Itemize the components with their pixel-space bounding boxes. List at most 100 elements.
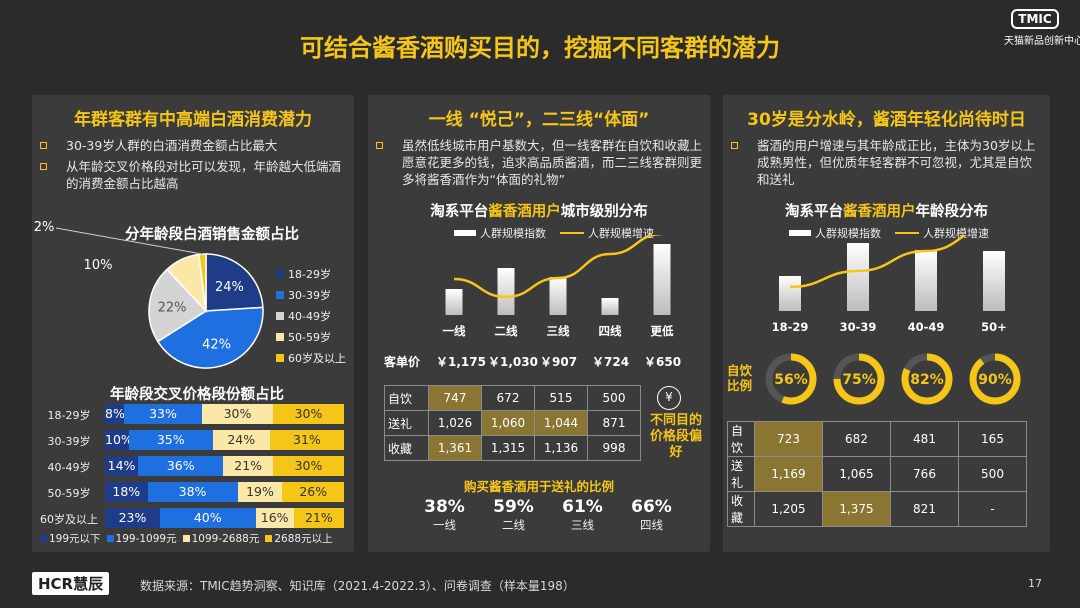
stacked-bar-segment: 16% (255, 508, 294, 528)
x-tick-label: 18-29 (772, 320, 809, 334)
gift-ratio-item: 61% 三线 (548, 497, 617, 533)
unit-price-value: ￥907 (540, 355, 578, 369)
table-row-header: 收藏 (727, 491, 755, 527)
stacked-bar-row: 30-39岁 10% 35% 24% 31% (32, 430, 354, 450)
ring-value-label: 56% (774, 372, 808, 388)
legend-swatch-icon (276, 311, 284, 320)
stacked-bar-segment: 36% (138, 456, 224, 476)
table-cell: 165 (958, 421, 1027, 457)
bar-mark (445, 289, 463, 315)
legend-swatch-icon (106, 535, 114, 542)
stacked-bar-segment: 26% (282, 482, 344, 502)
stacked-bar-category-label: 40-49岁 (47, 461, 91, 474)
square-bullet-icon (731, 142, 738, 149)
bullet-item: 从年龄交叉价格段对比可以发现，年龄越大低端酒的消费金额占比越高 (38, 158, 348, 192)
panel-age-distribution: 30岁是分水岭，酱酒年轻化尚待时日 酱酒的用户增速与其年龄成正比，主体为30岁以… (723, 95, 1050, 552)
city-price-table: 自饮 747 672 515 500 送礼 1,026 1,060 1,044 871 收藏 1,36… (384, 385, 641, 461)
self-drink-ring-charts: 56% 75% 82% 90% (765, 353, 1021, 405)
panel-city-tier: 一线 “悦己”，二三线“体面” 虽然低线城市用户基数大，但一线客群在自饮和收藏上… (368, 95, 710, 552)
table-row: 送礼 1,026 1,060 1,044 871 (384, 410, 641, 436)
pie-slice-18-29岁 (205, 253, 264, 312)
line-swatch-icon (560, 232, 584, 234)
table-row: 收藏 1,205 1,375 821- (727, 491, 1027, 527)
stacked-bar-segment: 19% (237, 482, 283, 502)
bar-mark (601, 298, 619, 315)
stacked-bar-category-label: 30-39岁 (47, 435, 91, 448)
stacked-bar-segment: 40% (159, 508, 256, 528)
stacked-bar-segment: 23% (105, 508, 160, 528)
tmic-logo-icon: TMIC (1011, 9, 1059, 29)
table-cell: 1,375 (822, 491, 891, 527)
bar-mark (549, 277, 567, 315)
stacked-legend-item: 2688元以上 (265, 531, 333, 546)
panel-title: 一线 “悦己”，二三线“体面” (428, 110, 650, 130)
stacked-bar-segment: 35% (128, 430, 213, 450)
stacked-bar-row: 40-49岁 14% 36% 21% 30% (32, 456, 354, 476)
gift-ratio-value: 59% (493, 497, 534, 517)
gift-ratio-value: 38% (424, 497, 465, 517)
bullet-item: 酱酒的用户增速与其年龄成正比，主体为30岁以上成熟男性，但优质年轻客群不可忽视，… (729, 137, 1044, 188)
legend-swatch-icon (276, 269, 284, 278)
stacked-bar-category-label: 18-29岁 (47, 409, 91, 422)
table-cell: 747 (428, 385, 482, 411)
growth-line (453, 235, 663, 299)
table-cell: 1,060 (481, 410, 535, 436)
city-chart-legend: 人群规模指数 人群规模增速 (454, 225, 654, 241)
table-cell: 998 (587, 435, 641, 461)
age-pie-chart: 24% 42% 22% 10% 2% (34, 220, 264, 369)
table-cell: 1,136 (534, 435, 588, 461)
gift-ratio-stats: 38% 一线 59% 二线 61% 三线 66% 四线 (410, 497, 686, 533)
table-cell: 871 (587, 410, 641, 436)
pie-legend-item: 30-39岁 (276, 284, 346, 305)
pie-label: 42% (202, 338, 231, 353)
table-row-header: 自饮 (727, 421, 755, 457)
stacked-bar-row: 50-59岁 18% 38% 19% 26% (32, 482, 354, 502)
stacked-bar-segment: 10% (105, 430, 133, 450)
bar-mark (653, 244, 671, 315)
legend-swatch-icon (276, 353, 284, 362)
unit-price-value: ￥650 (644, 355, 682, 369)
gift-ratio-value: 66% (631, 497, 672, 517)
table-cell: 1,065 (822, 456, 891, 492)
stacked-bar-segment: 8% (105, 404, 125, 424)
bar-mark (779, 276, 801, 311)
bar-swatch-icon (789, 230, 811, 236)
legend-swatch-icon (276, 290, 284, 299)
ring-value-label: 90% (978, 372, 1012, 388)
stacked-bar-legend: 199元以下 199-1099元 1099-2688元 2688元以上 (40, 531, 339, 546)
bullet-list: 虽然低线城市用户基数大，但一线客群在自饮和收藏上愿意花更多的钱，追求高品质酱酒，… (374, 137, 704, 192)
pie-legend-item: 40-49岁 (276, 305, 346, 326)
ring-value-label: 75% (842, 372, 876, 388)
price-label: 客单价 (384, 355, 421, 369)
bar-swatch-icon (454, 230, 476, 236)
table-cell: 1,169 (754, 456, 823, 492)
ring-progress (833, 353, 885, 405)
gift-ratio-tier: 一线 (433, 518, 456, 532)
price-preference-note: 不同目的价格段偏好 (650, 413, 703, 460)
stacked-bar-segment: 24% (212, 430, 270, 450)
ring-progress (901, 353, 953, 405)
table-cell: - (958, 491, 1027, 527)
stacked-legend-item: 199-1099元 (106, 531, 177, 546)
table-cell: 821 (890, 491, 959, 527)
stacked-bar-category-label: 50-59岁 (47, 487, 91, 500)
hcr-logo: HCR慧辰 (32, 572, 110, 595)
table-cell: 682 (822, 421, 891, 457)
brand-logo: TMIC 天猫新品创新中心 (1004, 8, 1080, 47)
x-tick-label: 40-49 (908, 320, 945, 334)
bullet-list: 酱酒的用户增速与其年龄成正比，主体为30岁以上成熟男性，但优质年轻客群不可忽视，… (729, 137, 1044, 192)
stacked-bar-segment: 38% (147, 482, 238, 502)
bar-mark (847, 243, 869, 311)
pie-slice-40-49岁 (148, 268, 208, 343)
table-row: 自饮 723 682 481 165 (727, 421, 1027, 457)
table-row-header: 自饮 (384, 385, 429, 411)
table-cell: 766 (890, 456, 959, 492)
page-number: 17 (1028, 577, 1042, 590)
table-cell: 1,315 (481, 435, 535, 461)
growth-line (789, 235, 968, 289)
stacked-bar-segment: 21% (223, 456, 273, 476)
pie-label: 22% (158, 301, 187, 316)
stacked-bar-title: 年龄段交叉价格段份额占比 (110, 387, 284, 403)
stacked-legend-item: 199元以下 (40, 531, 101, 546)
pie-label: 10% (84, 258, 113, 273)
